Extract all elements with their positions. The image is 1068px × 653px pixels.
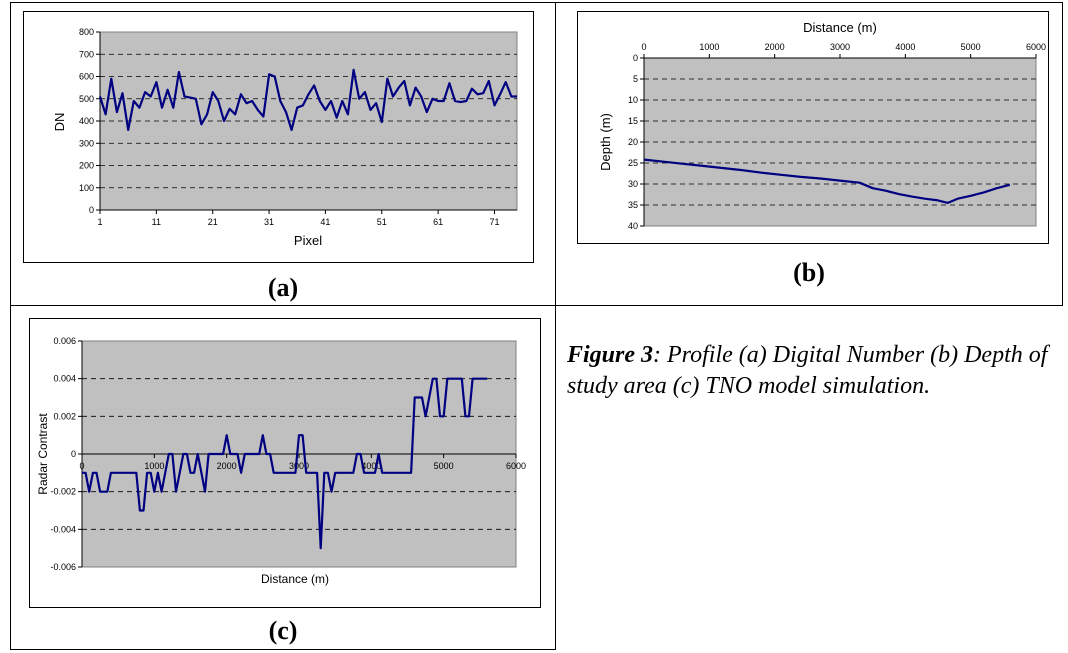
chart-c-x-tick-label: 0 [79,461,84,471]
chart-c: -0.006 -0.004 -0.002 0 0.002 0.004 0.006 0 1000 2… [29,318,541,608]
chart-c-x-tick-label: 5000 [434,461,454,471]
chart-a-y-axis-title: DN [52,113,67,132]
figure-caption: Figure 3: Profile (a) Digital Number (b)… [567,340,1062,402]
chart-c-x-axis-title: Distance (m) [261,572,329,586]
chart-a-y-tick-label: 100 [79,183,94,193]
chart-b-y-tick-label: 10 [628,95,638,105]
chart-b-svg: 0 5 10 15 20 25 30 35 40 0 1000 2000 3000 4000 5000 600… [598,20,1046,231]
chart-c-y-tick-label: -0.002 [50,487,76,497]
cell-b [555,2,1063,306]
chart-c-x-tick-label: 3000 [289,461,309,471]
chart-c-y-axis-title: Radar Contrast [36,413,50,495]
chart-c-svg: -0.006 -0.004 -0.002 0 0.002 0.004 0.006 0 1000 2… [36,336,526,586]
chart-b-x-tick-label: 1000 [699,42,719,52]
chart-c-series-line-0 [82,377,488,550]
chart-b-y-tick-label: 25 [628,158,638,168]
chart-c-x-tick-label: 2000 [217,461,237,471]
chart-a-y-tick-label: 600 [79,72,94,82]
chart-a-x-tick-label: 51 [377,217,387,227]
chart-a-x-tick-label: 41 [320,217,330,227]
chart-b-x-tick-label: 0 [641,42,646,52]
chart-a-y-tick-label: 800 [79,27,94,37]
chart-b-y-tick-label: 20 [628,137,638,147]
chart-c-y-tick-label: 0.006 [53,336,76,346]
chart-b-y-tick-label: 40 [628,221,638,231]
chart-b-y-tick-label: 35 [628,200,638,210]
cell-c [10,305,556,650]
chart-a-x-axis-title: Pixel [294,233,322,248]
chart-a: 0 100 200 300 400 500 600 700 800 1 11 21 31 41 51 61 71… [23,11,534,263]
chart-a-x-tick-label: 1 [97,217,102,227]
chart-a-x-tick-label: 11 [152,217,161,227]
chart-b-series-line-0 [643,158,1011,204]
chart-a-y-tick-label: 200 [79,161,94,171]
chart-b-x-axis-title: Distance (m) [803,20,877,35]
chart-a-y-tick-label: 400 [79,116,94,126]
chart-a-x-tick-label: 31 [264,217,274,227]
chart-c-x-tick-label: 4000 [361,461,381,471]
chart-a-y-tick-label: 700 [79,49,94,59]
chart-a-x-tick-label: 21 [208,217,218,227]
caption-figure-number: Figure 3 [567,342,654,368]
chart-b-x-tick-label: 5000 [961,42,981,52]
chart-b-x-tick-label: 2000 [765,42,785,52]
panel-label-c: (c) [268,616,298,645]
chart-a-y-tick-label: 500 [79,94,94,104]
chart-b-x-tick-label: 6000 [1026,42,1046,52]
chart-a-series-line-0 [98,68,517,132]
chart-c-y-tick-label: 0.004 [53,374,76,384]
chart-b: 0 5 10 15 20 25 30 35 40 0 1000 2000 3000 4000 5000 600… [577,11,1049,244]
chart-c-y-tick-label: 0 [71,449,76,459]
chart-c-y-tick-label: -0.004 [50,524,76,534]
chart-b-x-tick-label: 4000 [895,42,915,52]
panel-label-b: (b) [793,258,825,287]
chart-b-x-tick-label: 3000 [830,42,850,52]
chart-a-x-tick-label: 61 [433,217,443,227]
chart-b-y-tick-label: 30 [628,179,638,189]
chart-c-y-tick-label: -0.006 [50,562,76,572]
chart-b-y-tick-label: 0 [633,53,638,63]
chart-c-x-tick-label: 6000 [506,461,526,471]
chart-b-y-tick-label: 15 [628,116,638,126]
chart-a-y-tick-label: 300 [79,138,94,148]
chart-b-y-tick-label: 5 [633,74,638,84]
panel-label-a: (a) [267,273,299,302]
chart-b-y-axis-title: Depth (m) [598,113,613,171]
chart-c-y-tick-label: 0.002 [53,411,76,421]
chart-c-x-tick-label: 1000 [144,461,164,471]
chart-a-x-tick-label: 71 [489,217,499,227]
chart-a-y-tick-label: 0 [89,205,94,215]
caption-text: : Profile (a) Digital Number (b) Depth o… [567,342,1048,399]
